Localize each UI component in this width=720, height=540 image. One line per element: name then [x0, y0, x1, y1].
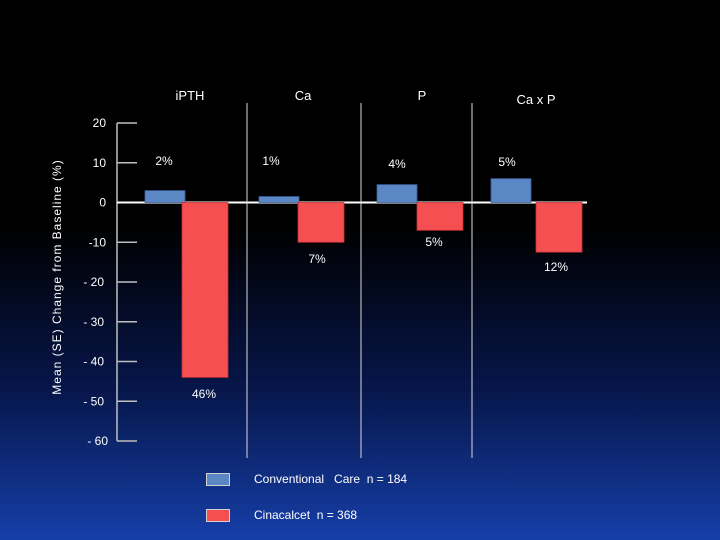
y-tick-label: - 50 [83, 394, 104, 408]
legend-label-conventional: Conventional Care n = 184 [254, 472, 408, 486]
y-tick-label: - 20 [83, 275, 104, 289]
cinacalcet-data-label: 7% [308, 252, 326, 266]
conventional-bar [490, 178, 532, 203]
legend-swatch-conventional [206, 472, 230, 486]
cinacalcet-bar [535, 202, 583, 253]
conventional-data-label: 1% [262, 154, 280, 168]
cinacalcet-data-label: 5% [425, 235, 443, 249]
category-label: Ca x P [516, 92, 555, 107]
y-tick-label: 20 [93, 116, 107, 130]
y-tick-label: -10 [89, 235, 107, 249]
category-label: Ca [295, 88, 312, 103]
cinacalcet-bar [297, 202, 345, 243]
y-tick-label: 0 [99, 196, 106, 210]
legend-swatch-cinacalcet [206, 508, 230, 522]
conventional-bar [144, 190, 186, 203]
legend-item-conventional: Conventional Care n = 184 [206, 472, 407, 486]
cinacalcet-data-label: 12% [544, 260, 568, 274]
conventional-bar [376, 184, 418, 203]
category-label: P [418, 88, 427, 103]
conventional-data-label: 4% [388, 157, 406, 171]
legend-label-cinacalcet: Cinacalcet n = 368 [254, 508, 358, 522]
y-tick-label: - 40 [83, 355, 104, 369]
legend-item-cinacalcet: Cinacalcet n = 368 [206, 508, 357, 522]
y-axis-label: Mean (SE) Change from Baseline (%) [50, 159, 64, 395]
cinacalcet-bar [416, 202, 464, 231]
category-label: iPTH [176, 88, 205, 103]
conventional-bar [258, 196, 300, 203]
conventional-data-label: 2% [155, 154, 173, 168]
y-tick-label: - 60 [87, 434, 108, 448]
conventional-data-label: 5% [498, 155, 516, 169]
cinacalcet-bar [181, 202, 229, 378]
y-tick-label: - 30 [83, 315, 104, 329]
cinacalcet-data-label: 46% [192, 387, 216, 401]
y-tick-label: 10 [93, 156, 107, 170]
